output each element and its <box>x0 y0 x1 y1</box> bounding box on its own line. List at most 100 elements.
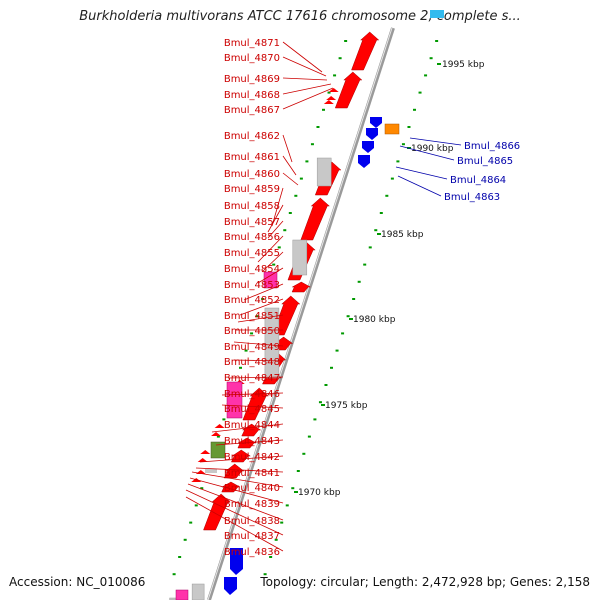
tick-mark <box>250 332 254 335</box>
scale-label: 1985 kbp <box>381 230 424 240</box>
left-gene-label[interactable]: Bmul_4845 <box>224 404 280 415</box>
left-gene-label[interactable]: Bmul_4860 <box>224 169 280 180</box>
leader-line <box>282 134 293 163</box>
forward-gene <box>242 387 269 421</box>
reverse-gene <box>370 117 382 128</box>
left-gene-label[interactable]: Bmul_4856 <box>224 232 280 243</box>
leader-line <box>199 455 284 463</box>
left-gene-label[interactable]: Bmul_4870 <box>224 53 280 64</box>
leader-line <box>257 235 284 263</box>
leader-line <box>282 56 327 77</box>
leader-line <box>409 137 462 146</box>
forward-gene <box>214 424 225 428</box>
tick-mark <box>316 126 320 128</box>
accession-text: Accession: NC_010086 <box>9 575 146 589</box>
reverse-gene <box>224 577 237 595</box>
left-gene-label[interactable]: Bmul_4847 <box>224 373 280 384</box>
left-gene-label[interactable]: Bmul_4852 <box>224 295 280 306</box>
left-gene-label[interactable]: Bmul_4849 <box>224 342 280 353</box>
map-title: Burkholderia multivorans ATCC 17616 chro… <box>79 9 521 24</box>
right-gene-label[interactable]: Bmul_4863 <box>444 192 500 203</box>
summary-text: Topology: circular; Length: 2,472,928 bp… <box>260 575 590 589</box>
forward-gene <box>223 463 245 479</box>
tick-mark <box>269 556 273 558</box>
tick-mark <box>189 521 193 524</box>
tick-mark <box>310 143 314 146</box>
left-gene-label[interactable]: Bmul_4855 <box>224 248 280 259</box>
left-gene-label[interactable]: Bmul_4846 <box>224 389 280 400</box>
leader-line <box>221 404 284 409</box>
leader-line <box>191 471 284 488</box>
left-gene-label[interactable]: Bmul_4841 <box>224 468 280 479</box>
forward-gene <box>323 100 334 104</box>
left-gene-label[interactable]: Bmul_4844 <box>224 420 280 431</box>
left-gene-label[interactable]: Bmul_4869 <box>224 74 280 85</box>
rna-gene <box>175 589 189 600</box>
left-gene-label[interactable]: Bmul_4837 <box>224 531 280 542</box>
forward-gene <box>197 458 208 462</box>
tick-mark <box>222 418 226 421</box>
forward-gene <box>211 432 222 436</box>
left-gene-label[interactable]: Bmul_4843 <box>224 436 280 447</box>
left-gene-label[interactable]: Bmul_4848 <box>224 357 280 368</box>
left-gene-label[interactable]: Bmul_4867 <box>224 105 280 116</box>
left-gene-label[interactable]: Bmul_4853 <box>224 280 280 291</box>
pseudogene <box>205 469 217 473</box>
leader-line <box>233 341 284 347</box>
leader-lines <box>185 41 462 552</box>
left-gene-label[interactable]: Bmul_4871 <box>224 38 280 49</box>
leader-line <box>215 439 284 446</box>
forward-gene <box>334 71 363 109</box>
right-gene-label[interactable]: Bmul_4864 <box>450 175 506 186</box>
left-gene-label[interactable]: Bmul_4868 <box>224 90 280 101</box>
left-gene-label[interactable]: Bmul_4851 <box>224 311 280 322</box>
left-gene-label[interactable]: Bmul_4838 <box>224 516 280 527</box>
right-gene-label[interactable]: Bmul_4865 <box>457 156 513 167</box>
tick-mark <box>335 349 339 352</box>
tick-mark <box>435 40 439 42</box>
tick-mark <box>413 108 417 111</box>
reverse-gene <box>358 155 370 168</box>
left-gene-label[interactable]: Bmul_4858 <box>224 201 280 212</box>
tick-mark <box>357 280 361 283</box>
left-gene-label[interactable]: Bmul_4861 <box>224 152 280 163</box>
right-gene-label[interactable]: Bmul_4866 <box>464 141 520 152</box>
major-tick <box>377 233 381 235</box>
left-gene-label[interactable]: Bmul_4859 <box>224 184 280 195</box>
tick-mark <box>338 57 342 60</box>
left-gene-labels: Bmul_4871 Bmul_4870 Bmul_4869 Bmul_4868 Bmul… <box>224 38 280 558</box>
tick-mark <box>363 263 367 266</box>
tick-mark <box>280 521 284 524</box>
leader-line <box>221 392 284 396</box>
tick-mark <box>324 384 328 386</box>
pseudogene <box>316 157 332 187</box>
left-gene-label[interactable]: Bmul_4854 <box>224 264 280 275</box>
tick-mark <box>318 401 322 404</box>
left-gene-label[interactable]: Bmul_4842 <box>224 452 280 463</box>
leader-line <box>185 489 284 536</box>
reverse-gene <box>366 128 378 140</box>
tick-mark <box>283 229 287 232</box>
tick-mark <box>418 91 422 94</box>
left-gene-label[interactable]: Bmul_4840 <box>224 483 280 494</box>
tick-mark <box>390 177 394 180</box>
tick-mark <box>200 487 204 490</box>
left-gene-label[interactable]: Bmul_4850 <box>224 326 280 337</box>
tick-mark <box>272 263 276 266</box>
tick-mark <box>255 315 259 318</box>
left-gene-label[interactable]: Bmul_4839 <box>224 499 280 510</box>
tick-mark <box>294 194 298 197</box>
tick-mark <box>352 298 356 300</box>
leader-line <box>267 220 284 239</box>
leader-line <box>282 77 328 81</box>
forward-gene <box>300 197 330 241</box>
major-tick <box>437 63 441 65</box>
tick-mark <box>178 556 182 558</box>
leader-line <box>282 83 332 95</box>
tick-mark <box>296 470 300 472</box>
left-gene-label[interactable]: Bmul_4857 <box>224 217 280 228</box>
left-gene-label[interactable]: Bmul_4836 <box>224 547 280 558</box>
left-gene-label[interactable]: Bmul_4862 <box>224 131 280 142</box>
scale-label: 1970 kbp <box>298 488 341 498</box>
leader-line <box>261 251 284 273</box>
